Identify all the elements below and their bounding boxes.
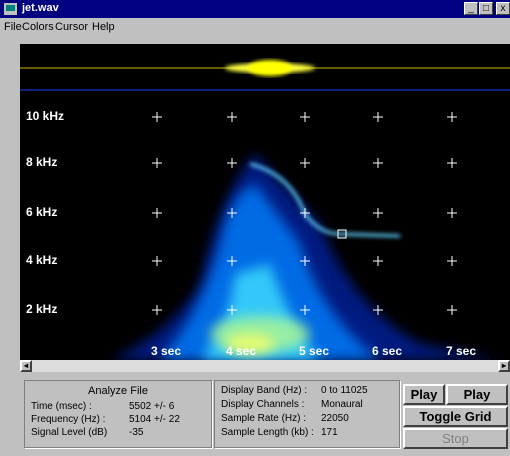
- field-value: -35: [129, 427, 143, 438]
- grid-cross: [152, 305, 162, 315]
- grid-cross: [373, 256, 383, 266]
- group-title: Analyze File: [25, 385, 211, 397]
- grid-cross: [447, 112, 457, 122]
- x-axis-label: 6 sec: [372, 344, 402, 358]
- grid-cross: [227, 112, 237, 122]
- display-group: Display Band (Hz) : 0 to 11025 Display Cha…: [214, 380, 400, 448]
- grid-cross: [300, 158, 310, 168]
- menu-item[interactable]: Colors: [22, 21, 54, 33]
- spectrogram-image: [20, 44, 510, 360]
- x-axis-label: 5 sec: [299, 344, 329, 358]
- play-button[interactable]: Play: [403, 384, 445, 405]
- scroll-left[interactable]: ◂: [20, 360, 32, 372]
- app-icon: [3, 2, 18, 16]
- grid-cross: [447, 158, 457, 168]
- close-button[interactable]: x: [496, 2, 510, 15]
- grid-cross: [300, 112, 310, 122]
- menu-item[interactable]: Cursor: [55, 21, 88, 33]
- grid-cross: [152, 158, 162, 168]
- menu-item[interactable]: File: [4, 21, 22, 33]
- scroll-right[interactable]: ▸: [498, 360, 510, 372]
- y-axis-label: 4 kHz: [26, 253, 57, 267]
- field-label: Sample Rate (Hz) :: [221, 413, 306, 424]
- grid-cross: [227, 158, 237, 168]
- toggle-grid-button[interactable]: Toggle Grid: [403, 406, 508, 427]
- field-label: Sample Length (kb) :: [221, 427, 314, 438]
- y-axis-label: 2 kHz: [26, 302, 57, 316]
- grid-cross: [373, 208, 383, 218]
- field-label: Time (msec) :: [31, 401, 92, 412]
- grid-cross: [152, 112, 162, 122]
- x-axis-label: 4 sec: [226, 344, 256, 358]
- field-label: Display Channels :: [221, 399, 304, 410]
- field-value: 171: [321, 427, 338, 438]
- field-value: 0 to 11025: [321, 385, 368, 396]
- field-label: Signal Level (dB): [31, 427, 107, 438]
- stop-button[interactable]: Stop: [403, 428, 508, 449]
- minimize-button[interactable]: _: [464, 2, 478, 15]
- maximize-button[interactable]: □: [479, 2, 493, 15]
- grid-cross: [152, 256, 162, 266]
- horizontal-scrollbar[interactable]: ◂ ▸: [20, 360, 510, 372]
- left-margin: [0, 38, 20, 372]
- grid-cross: [447, 305, 457, 315]
- field-value: 5104 +/- 22: [129, 414, 180, 425]
- y-axis-label: 8 kHz: [26, 155, 57, 169]
- field-value: Monaural: [321, 399, 363, 410]
- field-label: Frequency (Hz) :: [31, 414, 105, 425]
- field-value: 22050: [321, 413, 349, 424]
- grid-cross: [373, 158, 383, 168]
- window-title: jet.wav: [22, 2, 59, 14]
- grid-cross: [447, 208, 457, 218]
- grid-cross: [373, 112, 383, 122]
- y-axis-label: 6 kHz: [26, 205, 57, 219]
- analyze-group: Analyze File Time (msec) : 5502 +/- 6 Freq…: [24, 380, 212, 448]
- y-axis-label: 10 kHz: [26, 109, 64, 123]
- play-window-button[interactable]: Play Wdw: [446, 384, 508, 405]
- x-axis-label: 7 sec: [446, 344, 476, 358]
- menu-item[interactable]: Help: [92, 21, 115, 33]
- field-value: 5502 +/- 6: [129, 401, 174, 412]
- grid-cross: [152, 208, 162, 218]
- field-label: Display Band (Hz) :: [221, 385, 307, 396]
- grid-cross: [447, 256, 457, 266]
- x-axis-label: 3 sec: [151, 344, 181, 358]
- title-bar: jet.wav _ □ x: [0, 0, 510, 18]
- app-window: jet.wav _ □ x FileColorsCursor Help 10 kH…: [0, 0, 510, 456]
- spectrogram-view: 10 kHz 8 kHz 6 kHz 4 kHz 2 kHz 3 sec 4 sec 5 se…: [20, 44, 510, 360]
